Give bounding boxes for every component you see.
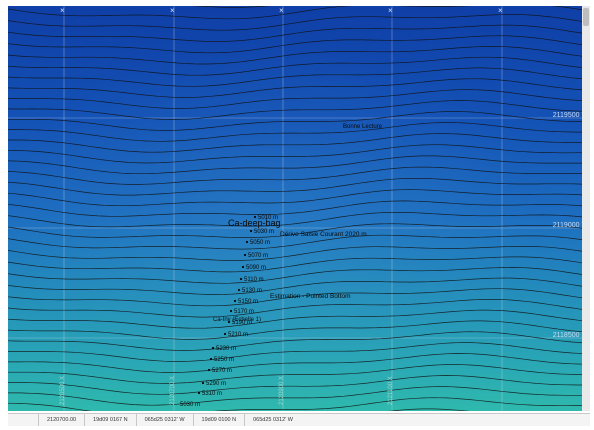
sounding-point bbox=[253, 215, 257, 219]
depth-label: 5270 m bbox=[212, 368, 232, 374]
depth-contour-line bbox=[8, 277, 590, 295]
depth-contour-line bbox=[8, 67, 590, 87]
status-longitude: 065d25 0312' W bbox=[137, 414, 194, 426]
map-annotation: Estimation - Pointed Bottom bbox=[270, 293, 351, 300]
depth-contour-line bbox=[8, 35, 590, 54]
depth-contour-line bbox=[8, 6, 590, 20]
sounding-point bbox=[245, 240, 249, 244]
depth-label: 5210 m bbox=[228, 332, 248, 338]
depth-label: 5070 m bbox=[248, 253, 268, 259]
sounding-point bbox=[249, 229, 253, 233]
depth-contour-line bbox=[8, 267, 590, 284]
grid-marker: × bbox=[498, 6, 503, 15]
depth-contour-line bbox=[8, 331, 590, 351]
status-latitude: 19d09 0167 N bbox=[85, 414, 137, 426]
sounding-point bbox=[209, 357, 213, 361]
depth-contour-line bbox=[8, 166, 590, 185]
depth-label: 5090 m bbox=[246, 265, 266, 271]
depth-label: 5170 m bbox=[234, 309, 254, 315]
sounding-point bbox=[211, 346, 215, 350]
grid-marker: × bbox=[170, 6, 175, 15]
depth-contour-line bbox=[8, 133, 590, 153]
depth-contour-line bbox=[8, 46, 590, 65]
depth-contour-line bbox=[8, 155, 590, 175]
x-grid-label: 2121100 X bbox=[388, 376, 394, 405]
depth-contour-line bbox=[8, 397, 590, 411]
depth-contour-line bbox=[8, 256, 590, 273]
sounding-point bbox=[237, 288, 241, 292]
sounding-point bbox=[227, 320, 231, 324]
sounding-point bbox=[243, 253, 247, 257]
sounding-point bbox=[201, 381, 205, 385]
depth-contour-line bbox=[8, 144, 590, 164]
depth-contour-line bbox=[8, 100, 590, 120]
scrollbar-thumb[interactable] bbox=[583, 8, 589, 26]
grid-marker: × bbox=[388, 6, 393, 15]
depth-label: 5190 m bbox=[232, 320, 252, 326]
status-coord-xy: 2120700.00 bbox=[39, 414, 86, 426]
vertical-scrollbar[interactable] bbox=[582, 6, 590, 411]
depth-contour-line bbox=[8, 177, 590, 196]
depth-label: 5030 m bbox=[254, 229, 274, 235]
y-grid-label: 2118500 Y bbox=[552, 332, 586, 339]
depth-label: 5010 m bbox=[258, 215, 278, 221]
depth-contour-line bbox=[8, 320, 590, 340]
depth-label: 5310 m bbox=[202, 391, 222, 397]
sounding-point bbox=[229, 309, 233, 313]
depth-contour-line bbox=[8, 89, 590, 109]
depth-contour-line bbox=[8, 309, 590, 329]
depth-label: 5130 m bbox=[242, 288, 262, 294]
depth-contour-line bbox=[8, 234, 590, 250]
depth-contour-line bbox=[8, 299, 590, 318]
depth-contour-line bbox=[8, 211, 590, 228]
depth-contour-line bbox=[8, 189, 590, 207]
y-grid-label: 2119500 Y bbox=[552, 112, 586, 119]
map-annotation: Bonne Lecture bbox=[343, 124, 383, 130]
depth-contour-line bbox=[8, 78, 590, 98]
depth-contour-line bbox=[8, 364, 590, 384]
sounding-point bbox=[233, 299, 237, 303]
grid-marker: × bbox=[60, 6, 65, 15]
map-annotation: Ca-Inv (Echelle 1) bbox=[213, 317, 261, 323]
sounding-point bbox=[197, 391, 201, 395]
depth-label: 5250 m bbox=[214, 357, 234, 363]
depth-contour-line bbox=[8, 375, 590, 395]
depth-contour-line bbox=[8, 386, 590, 406]
sounding-point bbox=[239, 277, 243, 281]
depth-contour-line bbox=[8, 245, 590, 261]
depth-contour-line bbox=[8, 223, 590, 238]
map-overlay[interactable]: Bonne Lecture Dérive Saisie Courant 2020 … bbox=[8, 6, 590, 411]
depth-label: 5290 m bbox=[206, 381, 226, 387]
depth-label: 5050 m bbox=[250, 240, 270, 246]
depth-label: 5110 m bbox=[244, 277, 264, 283]
depth-contour-line bbox=[8, 353, 590, 373]
sounding-point bbox=[223, 332, 227, 336]
depth-contour-line bbox=[8, 14, 590, 31]
map-view[interactable]: Bonne Lecture Dérive Saisie Courant 2020 … bbox=[8, 6, 590, 411]
depth-contour-line bbox=[8, 111, 590, 131]
depth-contour-line bbox=[8, 342, 590, 362]
depth-label: 5030 m bbox=[180, 402, 200, 408]
depth-contour-line bbox=[8, 56, 590, 76]
y-grid-label: 2119000 Y bbox=[552, 222, 586, 229]
status-cell-empty bbox=[8, 414, 39, 426]
sounding-point bbox=[207, 368, 211, 372]
status-latitude-2: 19d09 0100 N bbox=[194, 414, 246, 426]
depth-contour-line bbox=[8, 200, 590, 217]
depth-label: 5230 m bbox=[216, 346, 236, 352]
map-annotation: Ca-deep-bag bbox=[228, 218, 281, 228]
depth-contour-line bbox=[8, 122, 590, 142]
x-grid-label: 2120900 X bbox=[279, 375, 285, 405]
depth-contour-line bbox=[8, 288, 590, 307]
sounding-point bbox=[241, 265, 245, 269]
depth-label: 5150 m bbox=[238, 299, 258, 305]
grid-marker: × bbox=[279, 6, 284, 15]
x-grid-label: 2120500 X bbox=[60, 375, 66, 405]
x-grid-label: 2120700 X bbox=[170, 375, 176, 405]
depth-contour-line bbox=[8, 24, 590, 42]
status-bar: 2120700.00 19d09 0167 N 065d25 0312' W 1… bbox=[8, 413, 590, 426]
map-annotation: Dérive Saisie Courant 2020 m bbox=[280, 231, 367, 238]
status-longitude-2: 065d25 0312' W bbox=[253, 417, 293, 423]
